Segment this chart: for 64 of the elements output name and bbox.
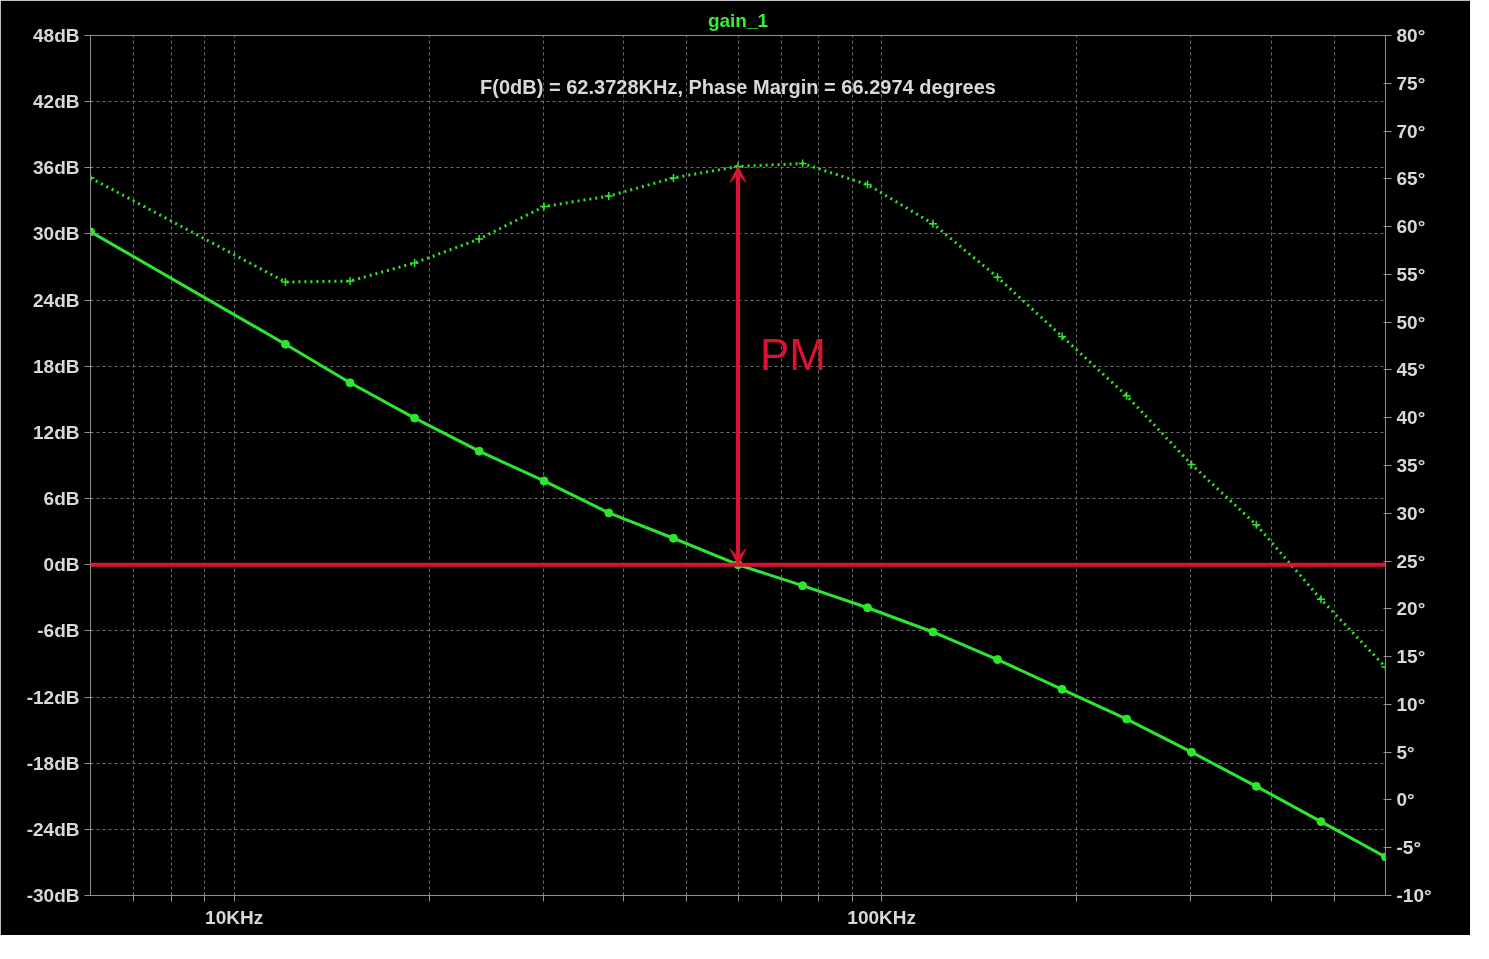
point [604,191,614,201]
y2-tick-label: 15° [1396,646,1426,668]
y2-tick-label: 55° [1396,263,1426,285]
y-tick-label: -6dB [37,620,80,642]
y-tick-label: 18dB [33,355,80,377]
y2-tick-label: 25° [1396,550,1426,572]
y-tick-label: -24dB [26,818,80,840]
point [798,581,808,591]
y2-tick-label: -10° [1396,885,1432,906]
point [409,258,420,268]
y-tick-label: -18dB [26,752,80,774]
point [474,446,484,456]
chart-title: gain_1 [707,9,769,31]
point [668,533,678,543]
y2-tick-label: 35° [1396,455,1426,476]
y2-tick-label: 40° [1396,407,1426,429]
y2-tick-label: 45° [1396,359,1426,381]
annotation: F(0dB) = 62.3728KHz, Phase Margin = 66.2974 degrees [480,75,996,98]
y-tick-label: 36dB [33,157,80,179]
y2-tick-label: 20° [1396,598,1426,620]
point [993,655,1003,665]
x-tick-label: 10KHz [205,906,264,928]
point [410,413,420,423]
annotation: PM [760,330,826,380]
y2-tick-label: 30° [1396,502,1426,524]
point [345,378,355,388]
point [1057,684,1067,694]
point [1316,817,1326,827]
point [1316,594,1326,605]
point [539,476,549,486]
point [1251,781,1261,791]
point [604,508,614,518]
y2-tick-label: 5° [1396,741,1415,763]
point [863,603,873,613]
point [345,276,355,286]
y-tick-label: 48dB [33,25,80,46]
x-tick-label: 100KHz [847,906,916,928]
y-tick-label: 6dB [43,488,80,510]
point [928,627,938,637]
y2-tick-label: 10° [1396,693,1426,715]
y2-tick-label: 65° [1396,168,1426,190]
y2-tick-label: 70° [1396,120,1426,142]
y2-tick-label: 50° [1396,311,1426,333]
point [928,218,938,229]
y-tick-label: -12dB [26,686,80,708]
y-tick-label: -30dB [26,885,80,906]
point [539,201,549,212]
y2-tick-label: 0° [1396,789,1415,811]
y2-tick-label: 80° [1396,25,1426,46]
y-tick-label: 30dB [33,223,80,245]
point [1187,747,1197,757]
point [280,339,290,349]
y-tick-label: 12dB [33,421,80,443]
point [474,234,484,244]
y2-tick-label: 60° [1396,216,1426,238]
point [280,277,291,287]
point [1057,331,1067,342]
y-tick-label: 42dB [33,91,80,113]
y2-tick-label: 75° [1396,72,1426,94]
y-tick-label: 24dB [33,289,80,311]
point [1122,714,1132,724]
point [668,173,679,183]
y-tick-label: 0dB [43,554,80,576]
y2-tick-label: -5° [1396,837,1421,859]
